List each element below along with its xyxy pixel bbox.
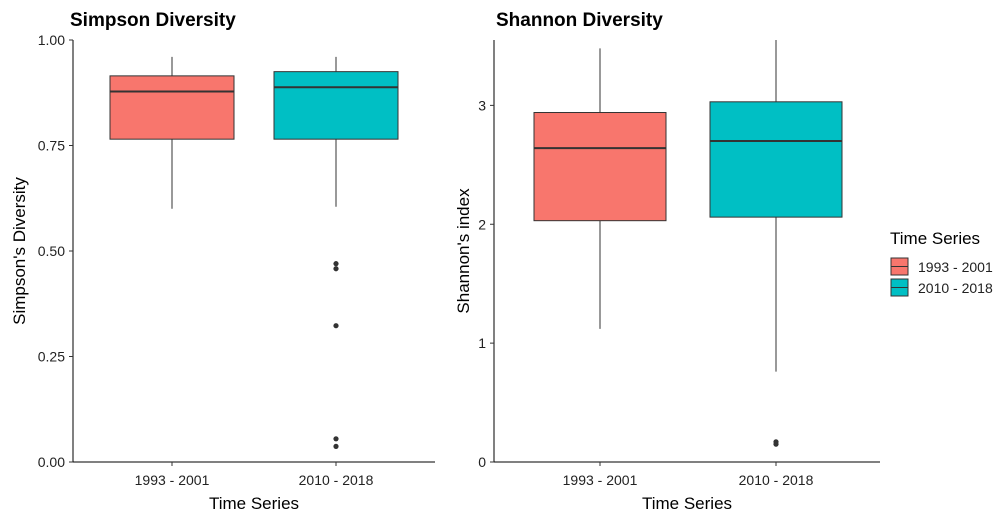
y-tick-label: 0 [478,454,486,470]
y-axis-label: Shannon's index [454,188,473,314]
x-axis-label: Time Series [209,494,299,513]
y-tick-label: 0.50 [38,243,65,259]
legend: Time Series 1993 - 2001 2010 - 2018 [890,229,993,297]
legend-entry: 1993 - 2001 [890,257,993,276]
box-1 [273,56,399,449]
outlier-point [333,443,339,449]
box-iqr [273,71,399,140]
x-tick-label: 1993 - 2001 [135,472,210,488]
chart-title: Shannon Diversity [496,10,663,31]
outlier-point [333,261,339,267]
x-axis-label: Time Series [642,494,732,513]
y-tick-label: 2 [478,216,486,232]
x-tick-label: 2010 - 2018 [299,472,374,488]
outlier-point [333,266,339,272]
box-0 [109,56,235,209]
legend-label: 2010 - 2018 [918,280,993,296]
simpson-panel: Simpson Diversity 0.00 0.25 0.50 0.75 1.00 199… [10,10,435,513]
y-tick-label: 3 [478,97,486,113]
box-iqr [533,112,667,222]
box-iqr [709,101,843,218]
y-tick-label: 1.00 [38,32,65,48]
shannon-panel: Shannon Diversity 0 1 2 3 1993 - 2001 2010 - 2… [454,10,880,513]
box-iqr [109,75,235,140]
legend-title: Time Series [890,229,980,248]
box-0 [533,48,667,329]
y-tick-label: 0.75 [38,138,65,154]
y-tick-label: 1 [478,335,486,351]
y-tick-label: 0.25 [38,349,65,365]
x-tick-label: 2010 - 2018 [739,472,814,488]
box-1 [709,40,843,447]
legend-entry: 2010 - 2018 [890,278,993,297]
legend-label: 1993 - 2001 [918,259,993,275]
outlier-point [333,436,339,442]
outlier-point [333,323,339,329]
y-axis-label: Simpson's Diversity [10,177,29,325]
outlier-point [773,441,779,447]
x-tick-label: 1993 - 2001 [563,472,638,488]
chart-title: Simpson Diversity [70,10,236,31]
y-tick-label: 0.00 [38,454,65,470]
